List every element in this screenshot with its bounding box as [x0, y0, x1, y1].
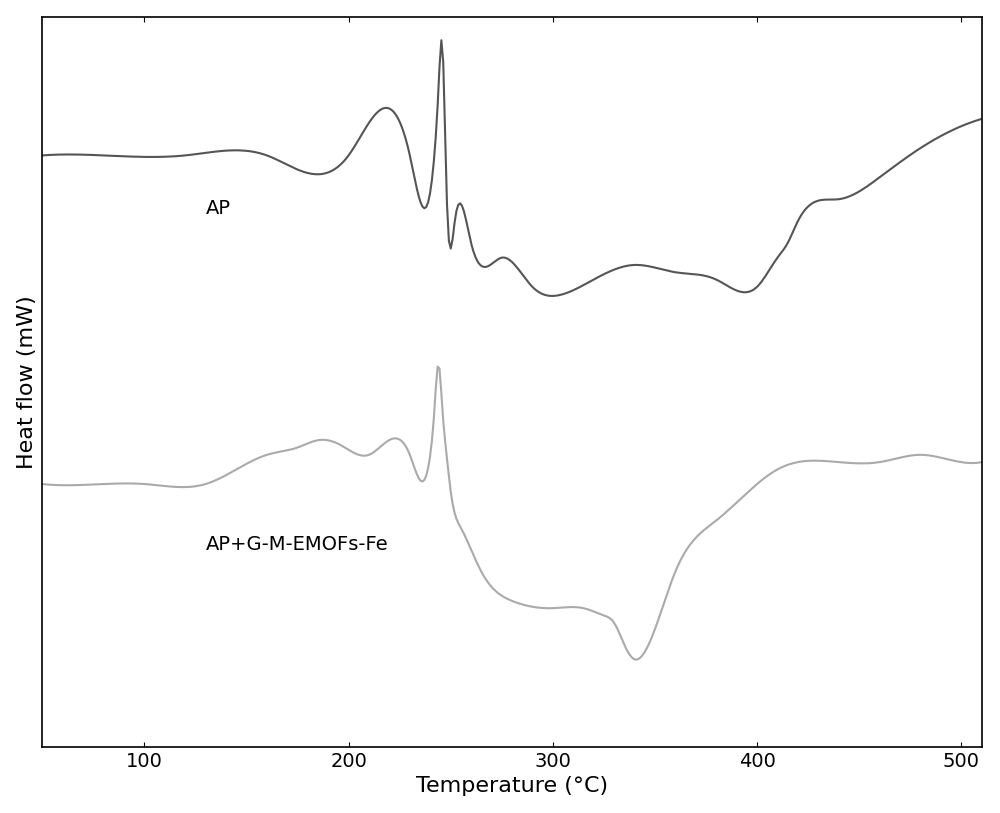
Y-axis label: Heat flow (mW): Heat flow (mW) — [17, 295, 37, 468]
Text: AP: AP — [206, 199, 231, 218]
Text: AP+G-M-EMOFs-Fe: AP+G-M-EMOFs-Fe — [206, 535, 388, 554]
X-axis label: Temperature (°C): Temperature (°C) — [416, 776, 608, 796]
